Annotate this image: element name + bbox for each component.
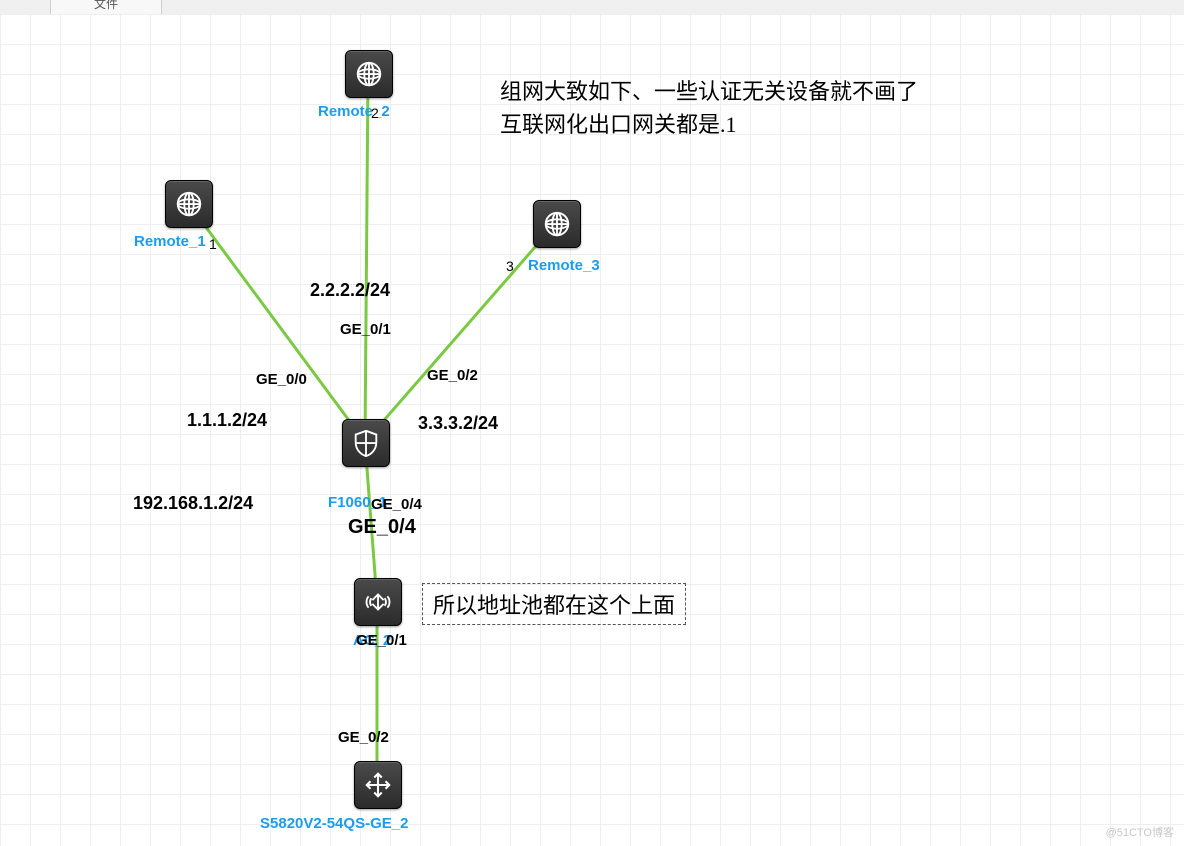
- diagram-canvas: 文件 Remote_2 Remote_1 Remote_3 F1060_1 AC…: [0, 0, 1184, 846]
- label-remote-1: Remote_1: [134, 233, 206, 250]
- port-label: GE_0/0: [256, 371, 307, 388]
- ip-label: 2.2.2.2/24: [310, 280, 390, 301]
- toolbar-tab-file[interactable]: 文件: [50, 0, 162, 15]
- label-ge-0-4-big: GE_0/4: [348, 516, 416, 539]
- note-address-pool: 所以地址池都在这个上面: [422, 583, 686, 625]
- port-label: GE_0/2: [338, 729, 389, 746]
- interface-index: 1: [209, 236, 217, 252]
- watermark: @51CTO博客: [1106, 824, 1174, 840]
- note-top: 组网大致如下、一些认证无关设备就不画了 互联网化出口网关都是.1: [500, 75, 918, 141]
- node-remote-3[interactable]: [533, 200, 581, 248]
- note-top-line1: 组网大致如下、一些认证无关设备就不画了: [500, 79, 918, 104]
- toolbar: 文件: [0, 0, 1184, 15]
- port-label: GE_0/2: [427, 367, 478, 384]
- node-switch[interactable]: [354, 761, 402, 809]
- ip-label: 3.3.3.2/24: [418, 413, 498, 434]
- label-switch: S5820V2-54QS-GE_2: [260, 815, 408, 832]
- node-remote-2[interactable]: [345, 50, 393, 98]
- port-label: GE_0/1: [340, 321, 391, 338]
- interface-index: 2: [371, 105, 379, 121]
- node-remote-1[interactable]: [165, 180, 213, 228]
- port-label: GE_0/4: [371, 496, 422, 513]
- node-ac[interactable]: [354, 578, 402, 626]
- interface-index: 3: [506, 258, 514, 274]
- ip-label: 192.168.1.2/24: [133, 493, 253, 514]
- port-label: GE_0/1: [356, 632, 407, 649]
- ip-label: 1.1.1.2/24: [187, 410, 267, 431]
- node-firewall[interactable]: [342, 419, 390, 467]
- note-top-line2: 互联网化出口网关都是.1: [500, 112, 737, 137]
- label-remote-3: Remote_3: [528, 257, 600, 274]
